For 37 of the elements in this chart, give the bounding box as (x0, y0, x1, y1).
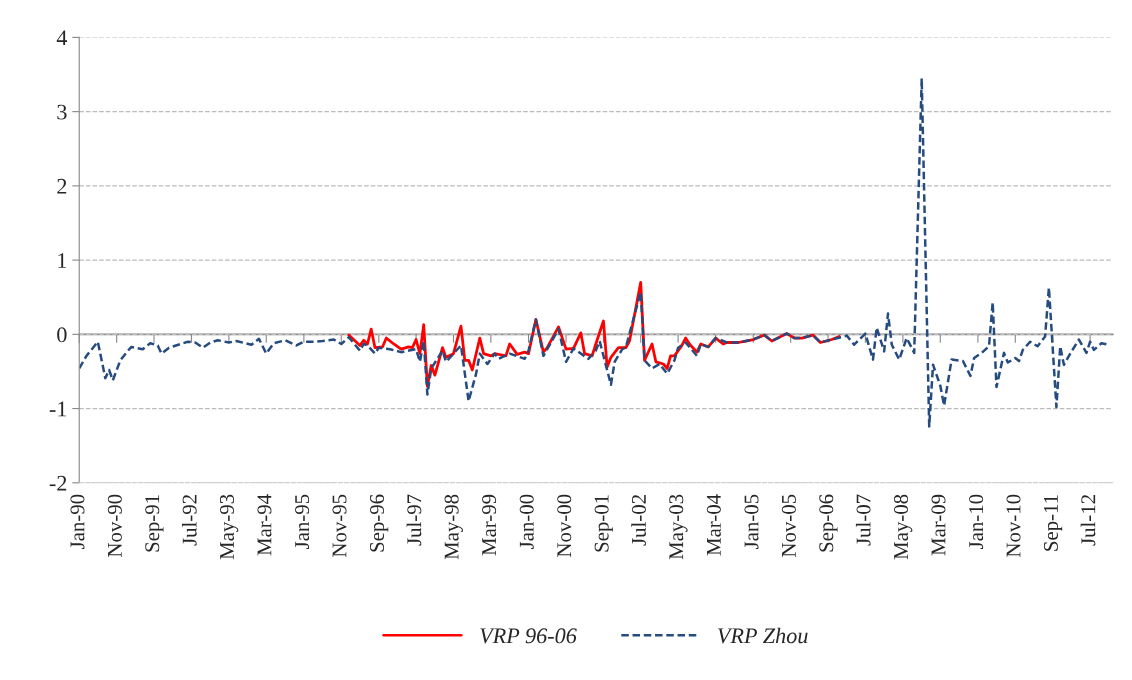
x-tick-label: Mar-94 (257, 494, 272, 556)
x-tick-label: Jan-95 (295, 494, 310, 550)
x-tick-label: Nov-05 (781, 494, 796, 557)
x-tick-label: Mar-04 (706, 494, 721, 556)
y-tick-label: 1 (58, 253, 67, 268)
x-tick-label: Nov-10 (1006, 494, 1021, 557)
legend-label: VRP 96-06 (480, 628, 577, 644)
legend-label: VRP Zhou (718, 627, 808, 644)
x-tick-label: Jul-07 (855, 494, 871, 546)
y-tick-label: 0 (57, 327, 67, 343)
x-tick-label: Jan-10 (969, 494, 984, 550)
y-tick-label: 3 (57, 104, 67, 120)
x-tick-label: Jan-05 (744, 494, 759, 550)
y-tick-label: -1 (49, 401, 67, 417)
x-tick-label: Jul-12 (1080, 495, 1096, 546)
x-tick-label: May-93 (219, 494, 239, 560)
x-tick-label: May-03 (669, 494, 688, 560)
y-tick-label: 2 (57, 178, 67, 194)
x-tick-label: Jul-92 (181, 495, 197, 546)
x-tick-label: Sep-96 (370, 494, 389, 552)
x-tick-label: Jan-90 (70, 494, 85, 550)
x-tick-label: Jul-02 (631, 495, 646, 546)
x-tick-label: Jan-00 (519, 494, 534, 550)
x-tick-label: Sep-91 (145, 495, 164, 552)
x-tick-label: May-98 (444, 494, 463, 560)
y-tick-label: 4 (56, 30, 68, 46)
x-tick-label: Mar-99 (482, 494, 497, 556)
x-tick-label: Sep-11 (1043, 495, 1063, 551)
x-tick-label: Nov-95 (332, 494, 347, 557)
x-tick-label: Sep-01 (594, 495, 613, 552)
x-tick-label: Nov-90 (107, 494, 122, 557)
y-tick-label: -2 (49, 475, 67, 491)
x-tick-label: Sep-06 (819, 494, 838, 552)
x-tick-label: Nov-00 (557, 494, 572, 557)
x-tick-label: Jul-97 (406, 494, 422, 546)
x-tick-label: Mar-09 (931, 494, 946, 556)
x-tick-label: May-08 (893, 494, 913, 560)
